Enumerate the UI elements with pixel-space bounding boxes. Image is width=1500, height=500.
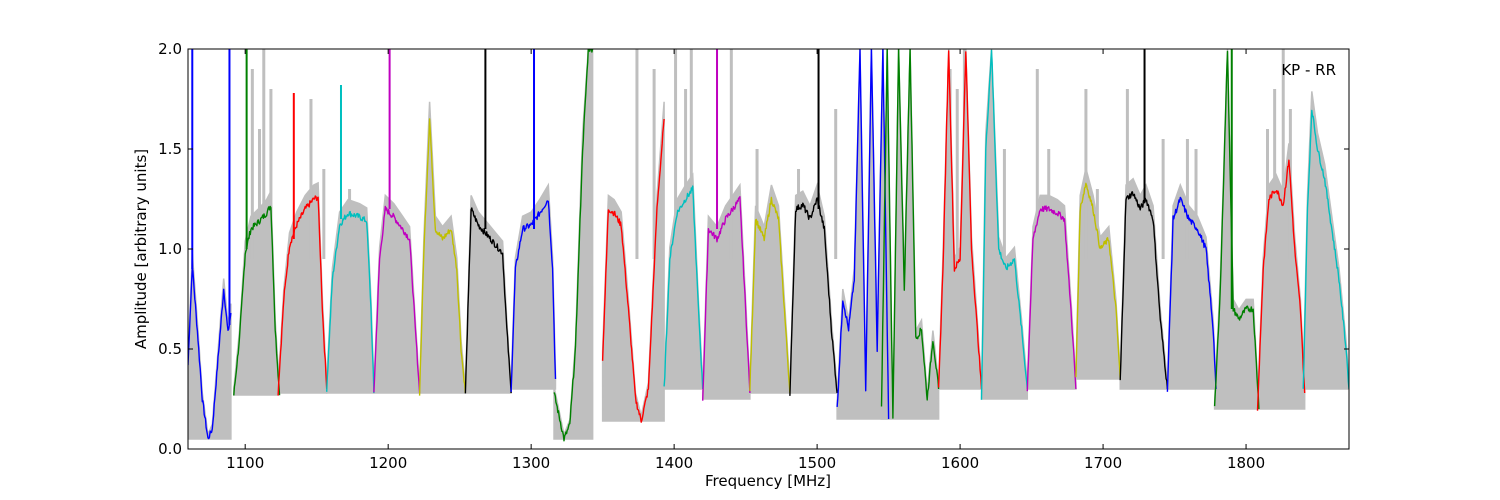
subband-line-11 — [702, 196, 751, 401]
subband-line-24 — [1302, 109, 1349, 390]
subband-line-13 — [789, 197, 838, 396]
y-tick-label: 0.5 — [158, 340, 182, 358]
subband-line-2 — [277, 195, 328, 396]
subband-series — [188, 49, 1349, 442]
subband-line-9 — [601, 118, 665, 423]
subband-line-16 — [937, 50, 983, 390]
x-tick-label: 1500 — [798, 454, 836, 472]
subband-line-15 — [880, 49, 940, 419]
subband-line-20 — [1119, 191, 1169, 390]
annotation-label: KP - RR — [1281, 61, 1336, 79]
subband-line-12 — [749, 196, 791, 394]
x-axis-label: Frequency [MHz] — [705, 472, 831, 490]
subband-line-19 — [1075, 182, 1121, 380]
y-tick-label: 0.0 — [158, 440, 182, 458]
subband-line-8 — [553, 49, 594, 442]
subband-line-6 — [464, 207, 512, 394]
x-tick-label: 1300 — [512, 454, 550, 472]
subband-line-22 — [1213, 50, 1260, 410]
subband-line-10 — [663, 185, 704, 390]
axis-ticks: 1100 1200 1300 1400 1500 1600 1700 1800 0.0 0.5 1.… — [158, 40, 1349, 472]
subband-line-5 — [418, 118, 467, 396]
subband-line-1 — [233, 205, 281, 396]
subband-line-17 — [980, 49, 1028, 400]
subband-line-4 — [373, 205, 421, 394]
y-axis-label: Amplitude [arbitrary units] — [132, 149, 150, 349]
x-tick-label: 1600 — [941, 454, 979, 472]
subband-line-23 — [1256, 159, 1306, 411]
rfi-spikes — [191, 49, 1233, 325]
y-tick-label: 1.0 — [158, 240, 182, 258]
subband-line-0 — [188, 266, 232, 440]
x-tick-label: 1100 — [226, 454, 264, 472]
subband-line-3 — [326, 210, 375, 394]
y-tick-label: 1.5 — [158, 140, 182, 158]
x-tick-label: 1800 — [1227, 454, 1265, 472]
subband-line-18 — [1026, 205, 1077, 392]
x-tick-label: 1700 — [1084, 454, 1122, 472]
subband-line-14 — [836, 49, 890, 420]
subband-line-21 — [1166, 196, 1217, 392]
x-tick-label: 1400 — [655, 454, 693, 472]
y-tick-label: 2.0 — [158, 40, 182, 58]
x-tick-label: 1200 — [369, 454, 407, 472]
